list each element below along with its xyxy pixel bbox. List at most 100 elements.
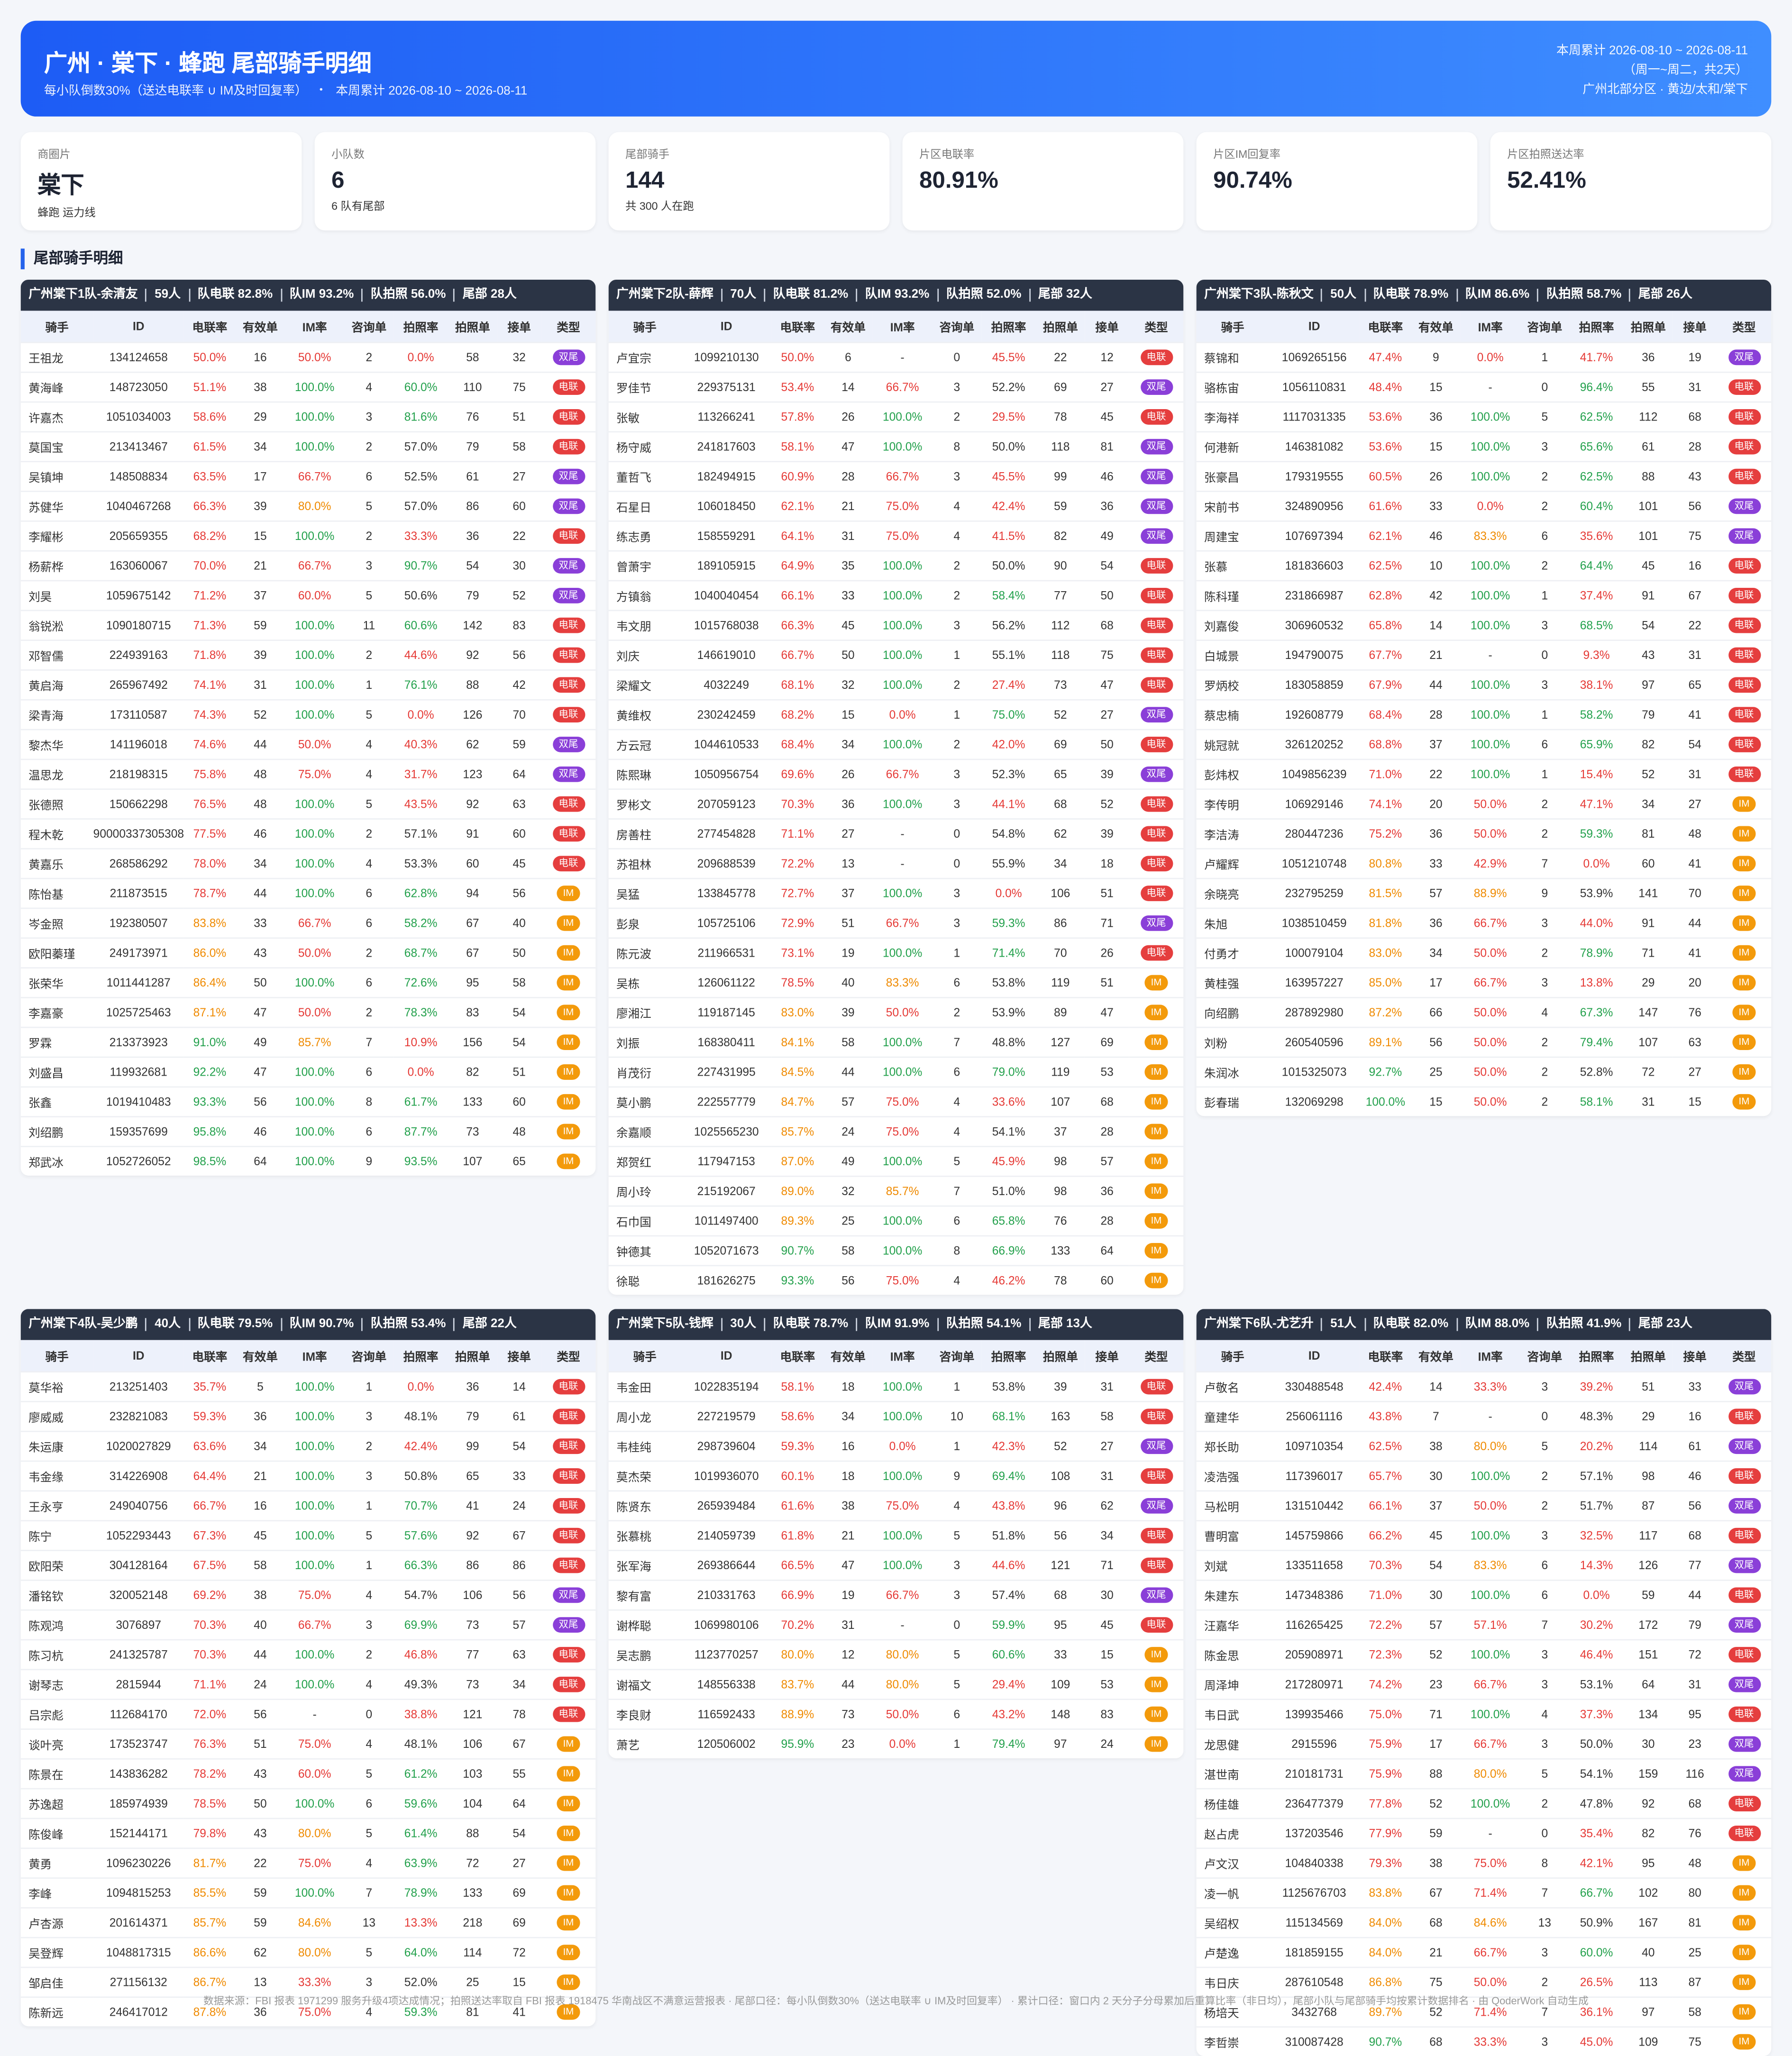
type-badge: IM bbox=[556, 1124, 581, 1140]
cell: 60.9% bbox=[771, 461, 824, 492]
subtitle: 每小队倒数30%（送达电联率 ∪ IM及时回复率） 本周累计 2026-08-1… bbox=[44, 80, 527, 99]
cell: 139935466 bbox=[1269, 1699, 1360, 1729]
type-badge: IM bbox=[1732, 1855, 1756, 1871]
cell: 116265425 bbox=[1269, 1609, 1360, 1640]
cell: 3 bbox=[932, 788, 982, 819]
cell: 72 bbox=[1673, 1639, 1717, 1670]
cell: 52 bbox=[236, 699, 285, 730]
team-stat: 队拍照 52.0% bbox=[937, 288, 1029, 302]
rider-row: 蔡锦和 1069265156 47.4% 9 0.0% 1 41.7% 36 19 双尾 bbox=[1196, 342, 1772, 373]
rider-row: 白城景 194790075 67.7% 21-0 9.3% 43 31 电联 bbox=[1196, 640, 1772, 670]
cell: 23 bbox=[1411, 1669, 1461, 1700]
type-badge: 双尾 bbox=[1140, 379, 1173, 395]
kpi-value: 90.74% bbox=[1213, 167, 1292, 193]
cell: 5 bbox=[932, 1146, 982, 1177]
cell: 3 bbox=[932, 877, 982, 908]
cell: 75.0% bbox=[284, 1847, 345, 1878]
cell: 87.7% bbox=[393, 1116, 448, 1147]
cell: 50.0% bbox=[183, 342, 236, 373]
rider-name: 廖威威 bbox=[20, 1401, 93, 1432]
type-badge: 电联 bbox=[1728, 558, 1761, 574]
cell: 100.0% bbox=[284, 371, 345, 402]
column-header: 咨询单 bbox=[1520, 311, 1570, 343]
cell: 50 bbox=[1085, 580, 1129, 611]
cell: 2 bbox=[1520, 1056, 1570, 1087]
cell: 2 bbox=[932, 997, 982, 1028]
cell: 103 bbox=[448, 1758, 497, 1789]
type-badge: IM bbox=[556, 1825, 581, 1841]
cell: 23 bbox=[1673, 1728, 1717, 1759]
cell: 107697394 bbox=[1269, 520, 1360, 551]
cell: 1 bbox=[932, 699, 982, 730]
rider-row: 罗彬文 207059123 70.3% 36 100.0% 3 44.1% 68 52 电联 bbox=[608, 788, 1184, 819]
cell: 77 bbox=[1035, 580, 1085, 611]
rider-name: 童建华 bbox=[1196, 1401, 1269, 1432]
cell: 57.1% bbox=[1460, 1609, 1520, 1640]
cell: 59 bbox=[1411, 1818, 1461, 1848]
cell: 7 bbox=[1520, 1996, 1570, 2027]
cell: 52.5% bbox=[393, 461, 448, 492]
rider-name: 李峰 bbox=[20, 1877, 93, 1908]
type-badge: 电联 bbox=[1140, 677, 1173, 693]
type-badge: 双尾 bbox=[1140, 707, 1173, 723]
type-cell: 电联 bbox=[1129, 1550, 1184, 1581]
rider-row: 方镇翁 1040040454 66.1% 33 100.0% 2 58.4% 77 50 电联 bbox=[608, 580, 1184, 611]
cell: 100.0% bbox=[284, 1550, 345, 1581]
cell: 56 bbox=[823, 1265, 873, 1295]
type-badge: 电联 bbox=[1728, 1825, 1761, 1841]
type-cell: 电联 bbox=[541, 640, 596, 670]
cell: 6 bbox=[1520, 729, 1570, 759]
cell: 31 bbox=[1673, 640, 1717, 670]
cell: 83.3% bbox=[1460, 1550, 1520, 1581]
team-header: 广州棠下6队-尤艺升 51人 队电联 82.0% 队IM 88.0% 队拍照 41.9%… bbox=[1196, 1309, 1772, 1340]
type-cell: 电联 bbox=[1717, 1520, 1772, 1551]
cell: 59 bbox=[236, 1877, 285, 1908]
type-badge: 双尾 bbox=[1140, 439, 1173, 455]
team-stat: 30人 bbox=[721, 1317, 764, 1331]
column-header: IM率 bbox=[872, 311, 933, 343]
cell: 55.9% bbox=[981, 848, 1036, 879]
cell: 27 bbox=[1673, 788, 1717, 819]
cell: 59 bbox=[1623, 1580, 1673, 1610]
cell: 54 bbox=[497, 1430, 541, 1462]
cell: 83 bbox=[497, 610, 541, 640]
cell: 210331763 bbox=[681, 1580, 772, 1610]
cell: 2 bbox=[344, 342, 394, 373]
cell: 152144171 bbox=[93, 1818, 184, 1848]
cell: 116 bbox=[1673, 1758, 1717, 1789]
cell: 167 bbox=[1623, 1907, 1673, 1938]
cell: 100.0% bbox=[872, 669, 933, 700]
type-cell: IM bbox=[541, 1966, 596, 1997]
cell: 66.1% bbox=[1359, 1490, 1412, 1521]
rider-name: 彭炜权 bbox=[1196, 758, 1269, 789]
cell: 27.4% bbox=[981, 669, 1036, 700]
cell: 1123770257 bbox=[681, 1639, 772, 1670]
cell: 146619010 bbox=[681, 640, 772, 670]
team-stat: 队电联 81.2% bbox=[764, 288, 856, 302]
rider-row: 李峰 1094815253 85.5% 59 100.0% 7 78.9% 133 69 IM bbox=[20, 1877, 596, 1908]
cell: 60.0% bbox=[393, 371, 448, 402]
cell: 277454828 bbox=[681, 818, 772, 849]
cell: 59.6% bbox=[393, 1788, 448, 1818]
cell: 1125676703 bbox=[1269, 1877, 1360, 1908]
cell: 102 bbox=[1623, 1877, 1673, 1908]
rider-name: 湛世南 bbox=[1196, 1758, 1269, 1789]
cell: 132069298 bbox=[1269, 1086, 1360, 1116]
rider-name: 张军海 bbox=[608, 1550, 681, 1581]
cell: 81.5% bbox=[1359, 877, 1412, 908]
cell: 24 bbox=[1085, 1728, 1129, 1758]
cell: 29.4% bbox=[981, 1669, 1036, 1700]
rider-name: 陈熙琳 bbox=[608, 758, 681, 789]
cell: 33.3% bbox=[393, 520, 448, 551]
cell: 42.4% bbox=[1359, 1371, 1412, 1402]
cell: 201614371 bbox=[93, 1907, 184, 1938]
cell: 15 bbox=[1411, 431, 1461, 462]
cell: 77.9% bbox=[1359, 1818, 1412, 1848]
cell: 52.3% bbox=[981, 758, 1036, 789]
cell: 287610548 bbox=[1269, 1966, 1360, 1997]
cell: 50.0% bbox=[284, 997, 345, 1028]
type-badge: 双尾 bbox=[1140, 1438, 1173, 1454]
rider-name: 谢琴志 bbox=[20, 1669, 93, 1700]
rider-row: 欧阳蓁瑾 249173971 86.0% 43 50.0% 2 68.7% 67 50 IM bbox=[20, 937, 596, 968]
cell: 1 bbox=[932, 1371, 982, 1402]
